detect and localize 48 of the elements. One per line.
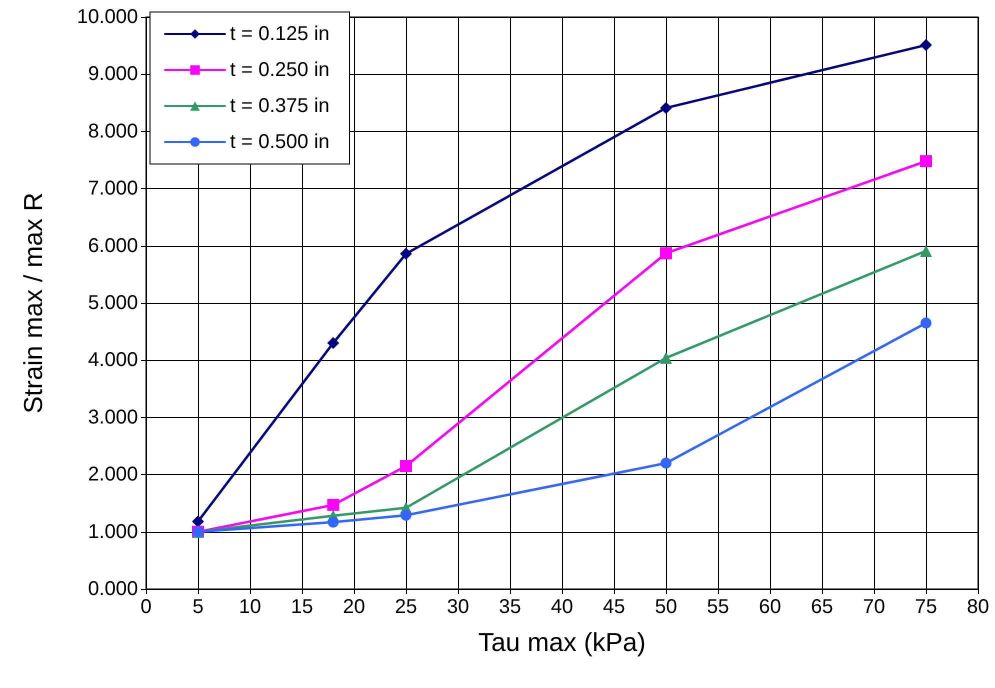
y-tick-label: 7.000 xyxy=(88,178,138,200)
y-tick-label: 4.000 xyxy=(88,349,138,372)
point xyxy=(660,247,672,260)
x-tick-label: 75 xyxy=(914,596,938,618)
legend-label: t = 0.250 in xyxy=(230,59,330,81)
x-tick-label: 50 xyxy=(654,596,678,618)
x-tick-label: 10 xyxy=(238,596,262,618)
x-tick-label: 80 xyxy=(966,596,990,618)
x-tick-label: 25 xyxy=(394,596,418,618)
x-tick-label: 0 xyxy=(140,596,152,618)
point xyxy=(660,352,672,364)
x-axis-title: Tau max (kPa) xyxy=(478,627,646,657)
x-tick-label: 15 xyxy=(290,596,314,618)
x-tick-label: 30 xyxy=(446,596,470,618)
point xyxy=(400,510,412,521)
x-tick-label: 70 xyxy=(862,596,886,618)
point xyxy=(920,244,932,257)
legend-label: t = 0.125 in xyxy=(230,23,330,45)
y-tick-label: 10.000 xyxy=(76,6,138,28)
point xyxy=(328,516,339,528)
point xyxy=(920,318,932,329)
point xyxy=(920,155,932,168)
x-tick-label: 45 xyxy=(602,596,626,618)
y-tick-label: 5.000 xyxy=(88,292,138,314)
legend-label: t = 0.375 in xyxy=(230,95,330,117)
y-tick-label: 0.000 xyxy=(88,578,138,600)
point xyxy=(327,337,340,350)
legend-label: t = 0.500 in xyxy=(230,131,330,153)
x-tick-label: 40 xyxy=(550,596,574,618)
y-tick-label: 9.000 xyxy=(88,63,138,86)
point xyxy=(400,460,412,472)
x-tick-label: 65 xyxy=(810,596,834,618)
point xyxy=(400,248,412,260)
y-axis-title: Strain max / max R xyxy=(18,192,48,414)
x-tick-label: 55 xyxy=(706,596,730,618)
point xyxy=(660,102,672,114)
y-tick-label: 3.000 xyxy=(88,406,138,428)
y-tick-label: 6.000 xyxy=(88,234,138,257)
x-tick-label: 5 xyxy=(192,596,204,618)
y-tick-label: 2.000 xyxy=(88,464,138,486)
x-tick-label: 20 xyxy=(342,596,366,618)
point xyxy=(920,39,932,52)
y-tick-label: 1.000 xyxy=(88,520,138,543)
point xyxy=(660,458,672,469)
y-tick-label: 8.000 xyxy=(88,120,138,142)
x-tick-label: 35 xyxy=(498,596,522,618)
point xyxy=(327,498,340,511)
x-tick-label: 60 xyxy=(758,596,782,618)
